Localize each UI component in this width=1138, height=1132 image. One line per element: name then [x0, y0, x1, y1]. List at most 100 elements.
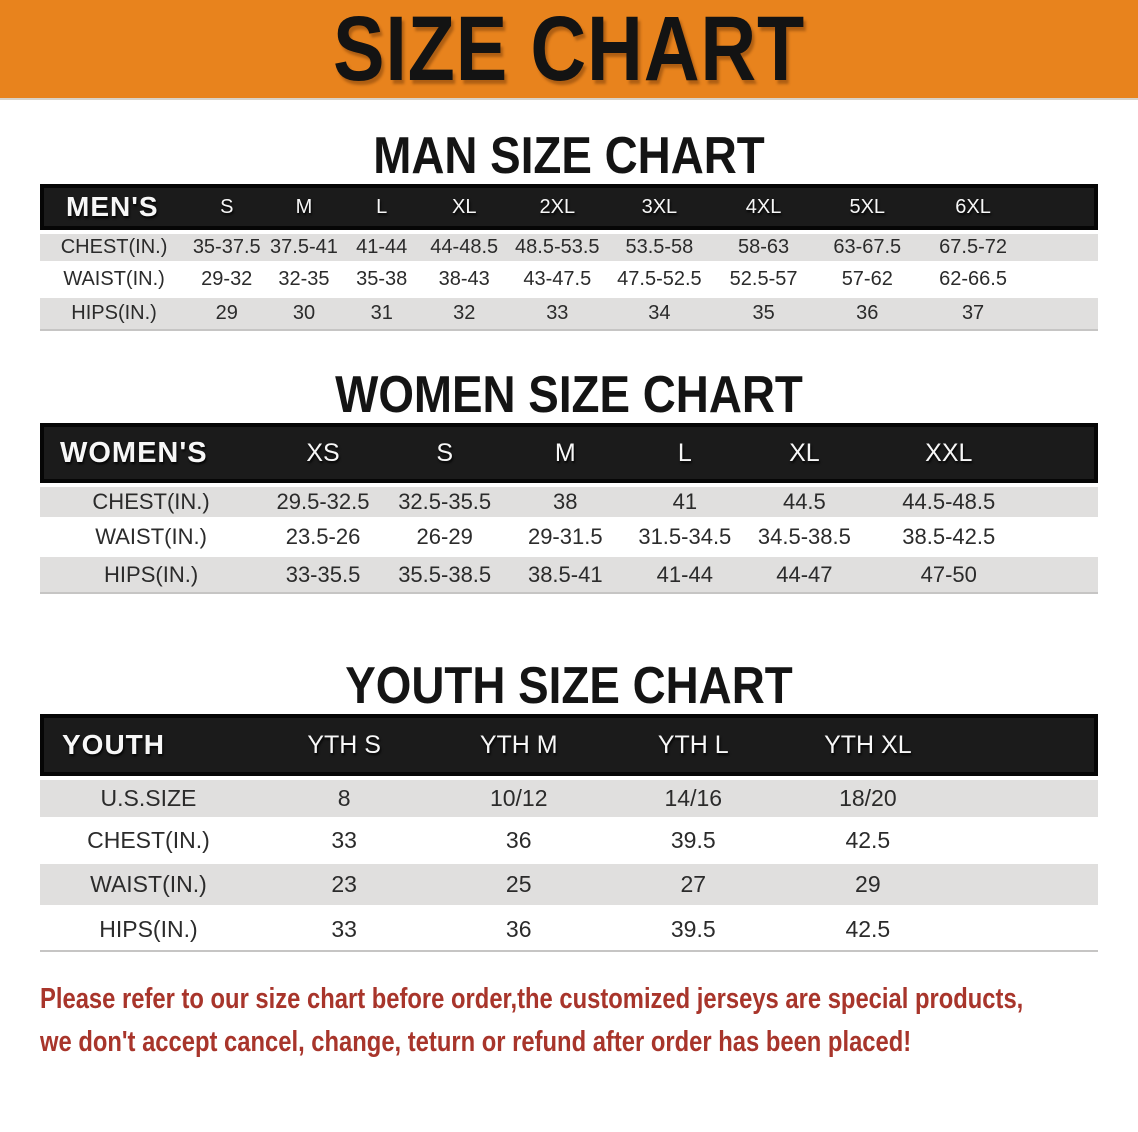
- measurement-label: HIPS(IN.): [40, 908, 257, 952]
- measurement-value: 37: [919, 298, 1028, 331]
- measurement-value: 53.5-58: [607, 230, 712, 264]
- order-disclaimer: Please refer to our size chart before or…: [40, 978, 1138, 1064]
- measurement-value: 33-35.5: [262, 557, 384, 594]
- measurement-value: 35: [711, 298, 816, 331]
- measurement-label: CHEST(IN.): [40, 483, 263, 520]
- measurement-value: 31: [342, 298, 421, 331]
- measurement-value: 29.5-32.5: [262, 483, 384, 520]
- size-column-header: XL: [420, 184, 508, 230]
- filler-cell: [955, 776, 1098, 820]
- measurement-row: CHEST(IN.) 33 36 39.5 42.5: [40, 820, 1098, 864]
- table-group-label: WOMEN'S: [40, 423, 263, 483]
- size-column-header: XS: [262, 423, 384, 483]
- measurement-value: 38.5-41: [505, 557, 626, 594]
- measurement-value: 47.5-52.5: [607, 264, 712, 298]
- measurement-value: 18/20: [780, 776, 956, 820]
- measurement-value: 10/12: [431, 776, 606, 820]
- measurement-value: 34.5-38.5: [744, 520, 865, 557]
- measurement-value: 52.5-57: [711, 264, 816, 298]
- measurement-value: 29-31.5: [505, 520, 626, 557]
- filler-cell: [1027, 230, 1098, 264]
- measurement-value: 37.5-41: [265, 230, 343, 264]
- table-group-label: MEN'S: [40, 184, 189, 230]
- measurement-value: 14/16: [606, 776, 781, 820]
- measurement-value: 41: [625, 483, 745, 520]
- size-column-header: L: [342, 184, 421, 230]
- size-column-header: XL: [744, 423, 865, 483]
- measurement-value: 35.5-38.5: [383, 557, 506, 594]
- measurement-value: 44.5: [744, 483, 865, 520]
- youth-size-section: YOUTH SIZE CHART YOUTH YTH S YTH M YTH L YTH…: [0, 658, 1138, 952]
- filler-cell: [955, 820, 1098, 864]
- measurement-value: 47-50: [864, 557, 1034, 594]
- measurement-value: 35-37.5: [188, 230, 266, 264]
- size-chart-banner: SIZE CHART: [0, 0, 1138, 100]
- filler-cell: [1033, 423, 1098, 483]
- measurement-value: 25: [431, 864, 606, 908]
- measurement-row: CHEST(IN.) 29.5-32.5 32.5-35.5 38 41 44.5 44.5…: [40, 483, 1098, 520]
- size-header-row: MEN'S S M L XL 2XL 3XL 4XL 5XL 6XL: [40, 184, 1098, 230]
- measurement-value: 42.5: [780, 908, 956, 952]
- size-column-header: M: [265, 184, 343, 230]
- measurement-value: 33: [256, 908, 432, 952]
- men-section-heading: MAN SIZE CHART: [373, 127, 765, 185]
- measurement-value: 35-38: [342, 264, 421, 298]
- filler-cell: [1027, 298, 1098, 331]
- measurement-value: 38: [505, 483, 626, 520]
- size-column-header: 5XL: [815, 184, 920, 230]
- measurement-value: 39.5: [606, 820, 781, 864]
- measurement-label: U.S.SIZE: [40, 776, 257, 820]
- filler-cell: [955, 714, 1098, 776]
- measurement-value: 41-44: [625, 557, 745, 594]
- measurement-value: 39.5: [606, 908, 781, 952]
- filler-cell: [1033, 520, 1098, 557]
- size-column-header: YTH L: [606, 714, 781, 776]
- women-size-table: WOMEN'S XS S M L XL XXL CHEST(IN.) 29.5-32.5 32.5…: [40, 423, 1098, 594]
- measurement-row: WAIST(IN.) 23 25 27 29: [40, 864, 1098, 908]
- banner-title: SIZE CHART: [332, 0, 806, 100]
- size-column-header: 4XL: [711, 184, 816, 230]
- filler-cell: [955, 864, 1098, 908]
- measurement-label: CHEST(IN.): [40, 820, 257, 864]
- measurement-label: WAIST(IN.): [40, 520, 263, 557]
- measurement-value: 62-66.5: [919, 264, 1028, 298]
- measurement-value: 58-63: [711, 230, 816, 264]
- measurement-value: 36: [815, 298, 920, 331]
- measurement-row: WAIST(IN.) 23.5-26 26-29 29-31.5 31.5-34.5 34…: [40, 520, 1098, 557]
- measurement-value: 27: [606, 864, 781, 908]
- measurement-value: 48.5-53.5: [507, 230, 608, 264]
- filler-cell: [955, 908, 1098, 952]
- size-header-row: WOMEN'S XS S M L XL XXL: [40, 423, 1098, 483]
- measurement-value: 63-67.5: [815, 230, 920, 264]
- measurement-value: 44-48.5: [420, 230, 508, 264]
- measurement-value: 26-29: [383, 520, 506, 557]
- size-column-header: S: [383, 423, 506, 483]
- measurement-value: 41-44: [342, 230, 421, 264]
- measurement-value: 36: [431, 908, 606, 952]
- measurement-value: 36: [431, 820, 606, 864]
- measurement-label: CHEST(IN.): [40, 230, 189, 264]
- measurement-value: 31.5-34.5: [625, 520, 745, 557]
- size-column-header: YTH S: [256, 714, 432, 776]
- measurement-label: HIPS(IN.): [40, 298, 189, 331]
- disclaimer-line-2: we don't accept cancel, change, teturn o…: [40, 1026, 912, 1058]
- measurement-value: 44.5-48.5: [864, 483, 1034, 520]
- measurement-value: 44-47: [744, 557, 865, 594]
- youth-size-table: YOUTH YTH S YTH M YTH L YTH XL U.S.SIZE 8 10/12…: [40, 714, 1098, 952]
- measurement-value: 23.5-26: [262, 520, 384, 557]
- measurement-label: WAIST(IN.): [40, 864, 257, 908]
- women-size-section: WOMEN SIZE CHART WOMEN'S XS S M L XL XXL CHEST(…: [0, 367, 1138, 594]
- size-header-row: YOUTH YTH S YTH M YTH L YTH XL: [40, 714, 1098, 776]
- measurement-value: 30: [265, 298, 343, 331]
- measurement-value: 32-35: [265, 264, 343, 298]
- measurement-value: 32.5-35.5: [383, 483, 506, 520]
- men-size-section: MAN SIZE CHART MEN'S S M L XL 2XL 3XL 4XL 5XL 6XL…: [0, 128, 1138, 331]
- measurement-value: 43-47.5: [507, 264, 608, 298]
- filler-cell: [1027, 264, 1098, 298]
- size-column-header: YTH XL: [780, 714, 956, 776]
- size-column-header: 3XL: [607, 184, 712, 230]
- size-column-header: 2XL: [507, 184, 608, 230]
- measurement-row: HIPS(IN.) 29 30 31 32 33 34 35 36 37: [40, 298, 1098, 331]
- size-column-header: L: [625, 423, 745, 483]
- measurement-row: WAIST(IN.) 29-32 32-35 35-38 38-43 43-47.5 47.…: [40, 264, 1098, 298]
